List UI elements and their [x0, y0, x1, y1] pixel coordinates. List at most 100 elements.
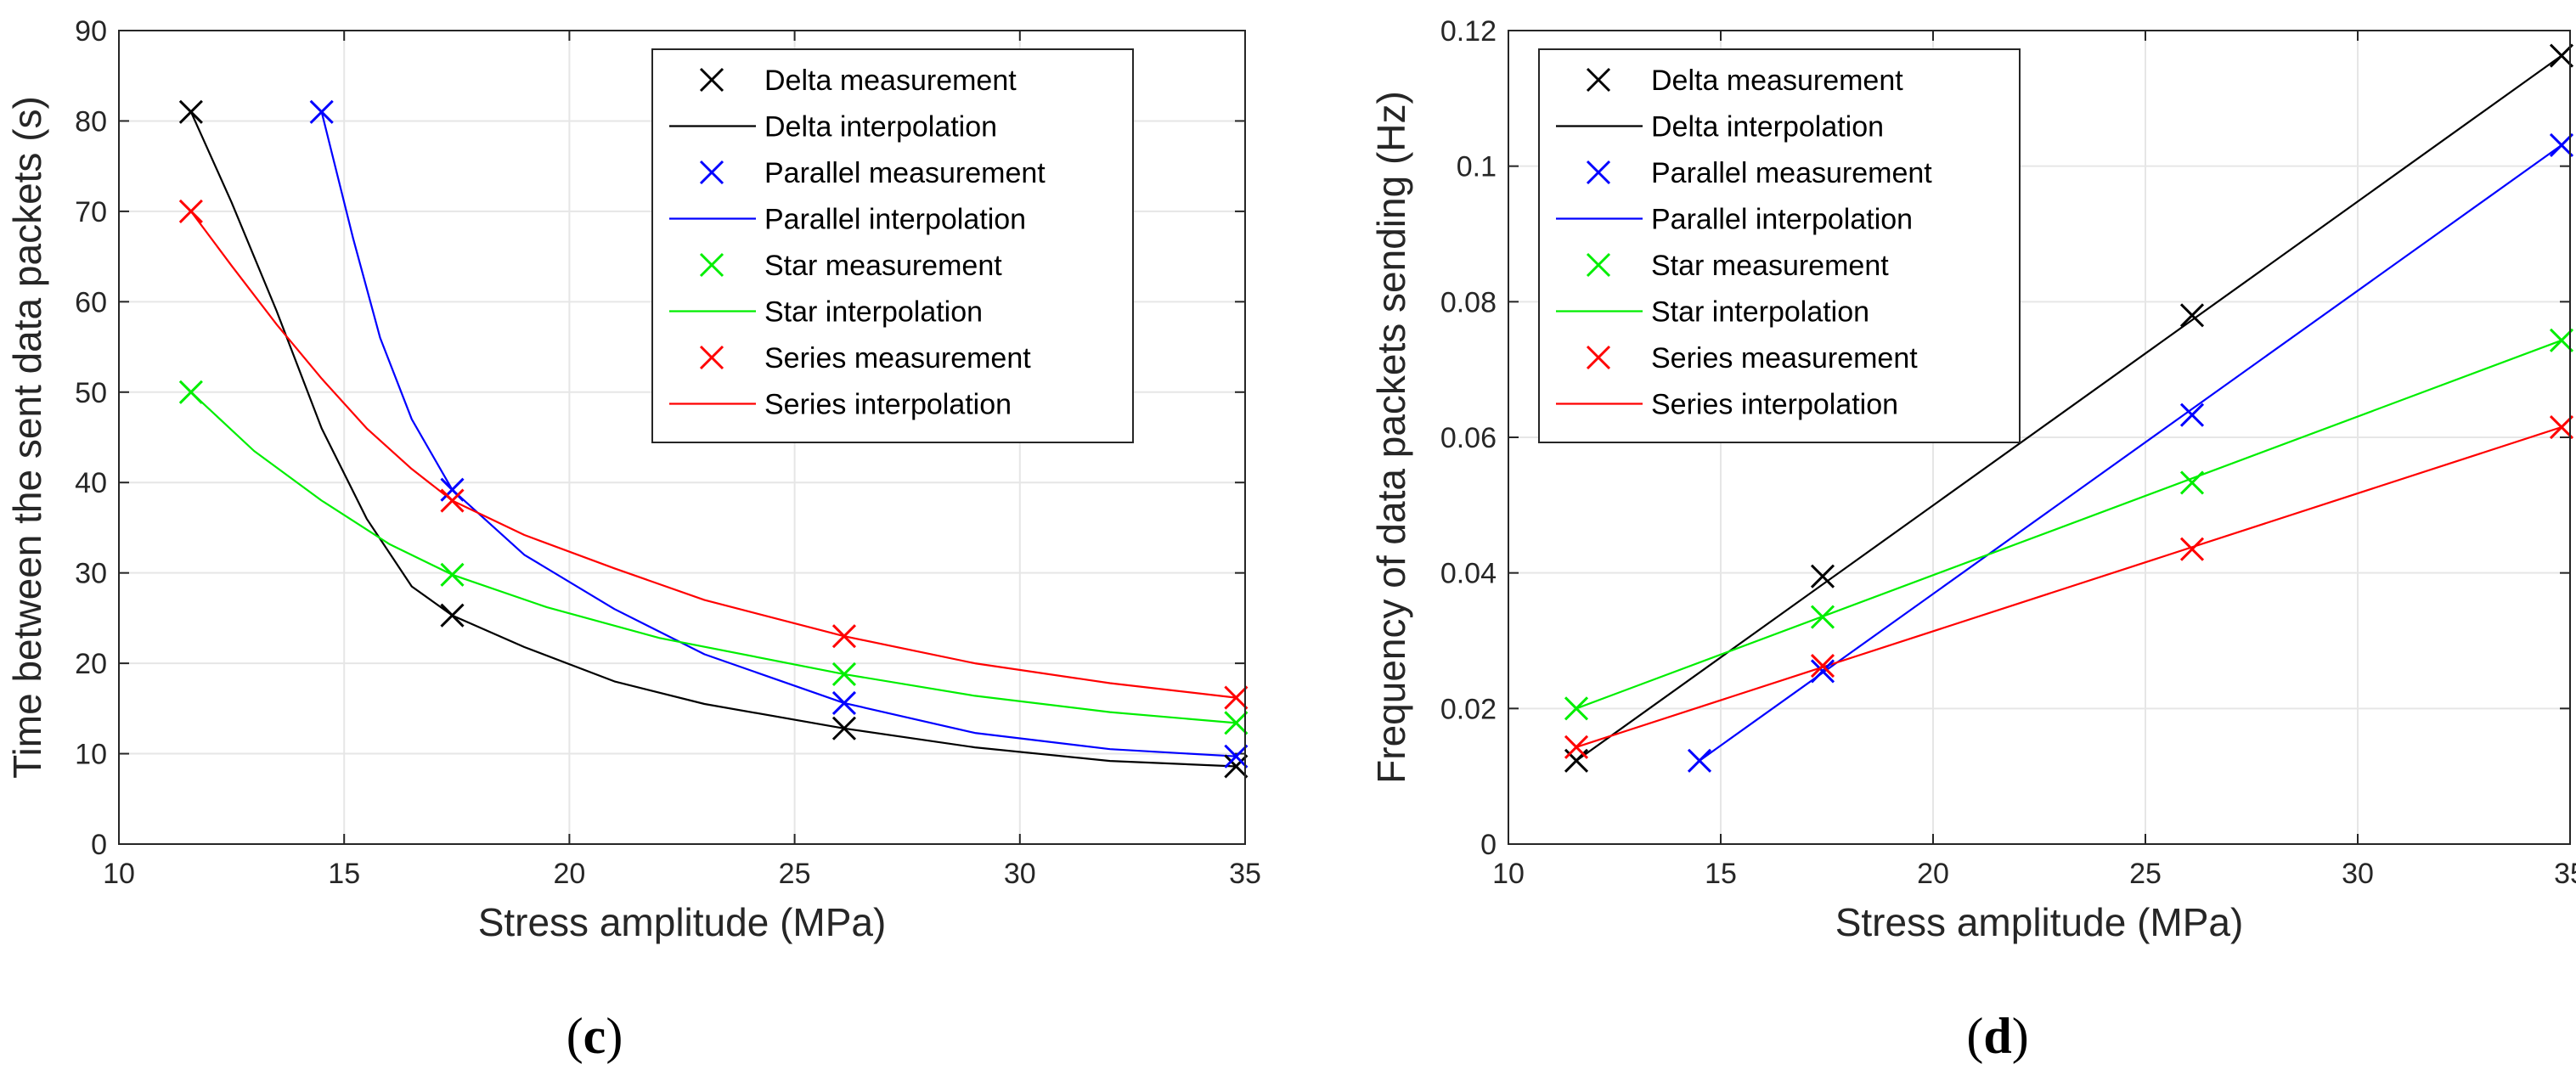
chart-c-legend-parallel-interpolation-label: Parallel interpolation: [764, 204, 1026, 236]
chart-c-series-measurement-point-stroke-b: [440, 488, 465, 513]
chart-c-series-measurement-point-stroke-b: [1224, 685, 1249, 710]
chart-d-series-measurement-point: [1564, 735, 1589, 759]
chart-d-legend-star-measurement-symbol-b: [1586, 252, 1611, 278]
chart-d-parallel-interpolation-line: [1699, 144, 2562, 762]
chart-c-legend-parallel-measurement-label: Parallel measurement: [764, 157, 1046, 189]
chart-c-star-interpolation-line: [190, 391, 1237, 724]
chart-d-star-interpolation-line: [1575, 339, 2562, 710]
chart-c-y-tick-label: 70: [75, 196, 107, 228]
chart-c-legend-series-measurement-symbol-b: [699, 345, 724, 370]
chart-c-star-measurement-point-stroke-b: [831, 662, 857, 686]
chart-d-y-tick-label: 0.02: [1440, 693, 1497, 725]
chart-d-delta-measurement-point: [1810, 564, 1835, 588]
chart-d-parallel-measurement-point: [1687, 748, 1712, 773]
chart-c-series-measurement-point: [440, 488, 465, 513]
chart-d-legend-parallel-interpolation-label: Parallel interpolation: [1651, 204, 1913, 236]
chart-c-series-measurement-point: [1224, 685, 1249, 710]
chart-c-legend-delta-measurement-symbol-b: [699, 67, 724, 93]
chart-c-star-measurement-point: [440, 562, 465, 587]
chart-d-series-measurement-point: [2549, 414, 2574, 440]
chart-c-legend-series-measurement-label: Series measurement: [764, 342, 1031, 374]
chart-d-parallel-measurement-point: [2179, 403, 2205, 427]
chart-c-parallel-measurement-point: [1224, 744, 1249, 769]
chart-c-x-tick-label: 20: [553, 858, 585, 890]
chart-c-series-measurement-point-stroke-b: [831, 624, 857, 649]
chart-c-legend-delta-interpolation-label: Delta interpolation: [764, 111, 997, 144]
chart-d-delta-measurement-point: [2179, 303, 2205, 328]
chart-c-delta-measurement-point: [440, 603, 465, 628]
chart-c-parallel-measurement-point-stroke-b: [1224, 744, 1249, 769]
chart-c-legend-star-interpolation-label: Star interpolation: [764, 296, 983, 329]
chart-d-parallel-measurement-point-stroke-b: [1810, 659, 1835, 684]
chart-d-legend-star-measurement-label: Star measurement: [1651, 250, 1889, 282]
chart-c-delta-measurement-point: [831, 716, 857, 740]
chart-c-delta-measurement-point-stroke-b: [831, 716, 857, 740]
chart-c-legend-star-measurement-label: Star measurement: [764, 250, 1002, 282]
chart-d-caption-label: d: [1983, 1008, 2011, 1064]
chart-d-series-measurement-point-stroke-b: [1810, 653, 1835, 678]
chart-d-x-tick-label: 15: [1705, 858, 1737, 890]
chart-c-axes-box: [118, 30, 1246, 845]
chart-panel-d: 10 15 20 25 30 35 0 0.02 0.04 0.06 0.08 0.1 0.12 Stre…: [1369, 15, 2576, 1064]
chart-d-legend: Delta measurement Delta interpolation Para…: [1538, 48, 2021, 443]
chart-c-star-measurement-point: [178, 380, 203, 404]
chart-d-series-measurement-point-stroke-b: [1564, 735, 1589, 759]
chart-d-x-tick-label: 35: [2554, 858, 2576, 890]
chart-c-x-tick-label: 35: [1229, 858, 1261, 890]
chart-d-axes-box: [1508, 30, 2571, 845]
chart-c-series-interpolation-line: [190, 211, 1237, 699]
chart-d-series-measurement-point-stroke-b: [2549, 414, 2574, 440]
chart-c-parallel-measurement-point: [831, 690, 857, 716]
chart-d-x-tick-label: 10: [1492, 858, 1525, 890]
chart-d-parallel-measurement-point-stroke-b: [1687, 748, 1712, 773]
chart-d-delta-measurement-point-stroke-b: [2179, 303, 2205, 328]
chart-c-series-measurement-point-stroke-b: [178, 199, 203, 223]
chart-c-delta-measurement-point-stroke-b: [440, 603, 465, 628]
chart-d-series-measurement-point-stroke-b: [2179, 537, 2205, 561]
chart-c-caption-label: c: [583, 1008, 606, 1064]
chart-c-star-measurement-point-stroke-b: [178, 380, 203, 404]
chart-c-y-tick-label: 10: [75, 739, 107, 771]
chart-d-parallel-measurement-point-stroke-b: [2549, 132, 2574, 157]
chart-d-caption-close: ): [2012, 1008, 2029, 1064]
chart-c-series-measurement-point: [178, 199, 203, 223]
chart-d-star-measurement-point-stroke-b: [2549, 328, 2574, 352]
chart-c-parallel-measurement-point-stroke-b: [309, 99, 334, 124]
chart-d-x-tick-label: 30: [2342, 858, 2374, 890]
chart-d-series-measurement-point: [2179, 537, 2205, 561]
chart-d-caption-open: (: [1966, 1008, 1983, 1064]
chart-d-legend-delta-interpolation-label: Delta interpolation: [1651, 111, 1884, 144]
chart-d-delta-interpolation-line: [1575, 54, 2562, 762]
chart-d-legend-series-interpolation-label: Series interpolation: [1651, 389, 1898, 421]
chart-c-y-tick-label: 90: [75, 15, 107, 48]
chart-c-legend-delta-measurement-label: Delta measurement: [764, 65, 1017, 97]
chart-c-parallel-interpolation-line: [320, 111, 1237, 757]
chart-c-y-tick-label: 0: [91, 829, 107, 861]
chart-d-legend-star-interpolation-label: Star interpolation: [1651, 296, 1869, 329]
chart-d-x-tick-label: 20: [1917, 858, 1949, 890]
chart-c-y-tick-label: 20: [75, 648, 107, 680]
chart-c-star-measurement-point: [831, 662, 857, 686]
chart-d-star-measurement-point-stroke-b: [1564, 696, 1589, 721]
chart-d-star-measurement-point: [1564, 696, 1589, 721]
chart-c-delta-measurement-point: [1224, 754, 1249, 779]
chart-c-y-tick-label: 80: [75, 105, 107, 138]
chart-d-y-tick-label: 0.04: [1440, 558, 1497, 590]
chart-d-star-measurement-point: [2549, 328, 2574, 352]
chart-d-x-axis-label: Stress amplitude (MPa): [1835, 900, 2244, 944]
chart-c-parallel-measurement-point-stroke-b: [440, 477, 465, 502]
chart-d-legend-delta-measurement-label: Delta measurement: [1651, 65, 1903, 97]
chart-d-legend-parallel-measurement-label: Parallel measurement: [1651, 157, 1932, 189]
chart-d-legend-series-measurement-symbol-b: [1586, 345, 1611, 370]
chart-d-series-measurement-point: [1810, 653, 1835, 678]
chart-c-star-measurement-point-stroke-b: [440, 562, 465, 587]
chart-d-legend-delta-measurement-symbol-b: [1586, 67, 1611, 93]
chart-c-x-tick-label: 25: [779, 858, 811, 890]
chart-d-star-measurement-point-stroke-b: [2179, 470, 2205, 495]
chart-c-y-tick-label: 30: [75, 558, 107, 590]
chart-c-x-tick-label: 15: [328, 858, 360, 890]
chart-d-y-tick-label: 0.1: [1457, 151, 1497, 183]
chart-c-y-tick-label: 40: [75, 467, 107, 499]
chart-c-y-tick-label: 60: [75, 286, 107, 318]
